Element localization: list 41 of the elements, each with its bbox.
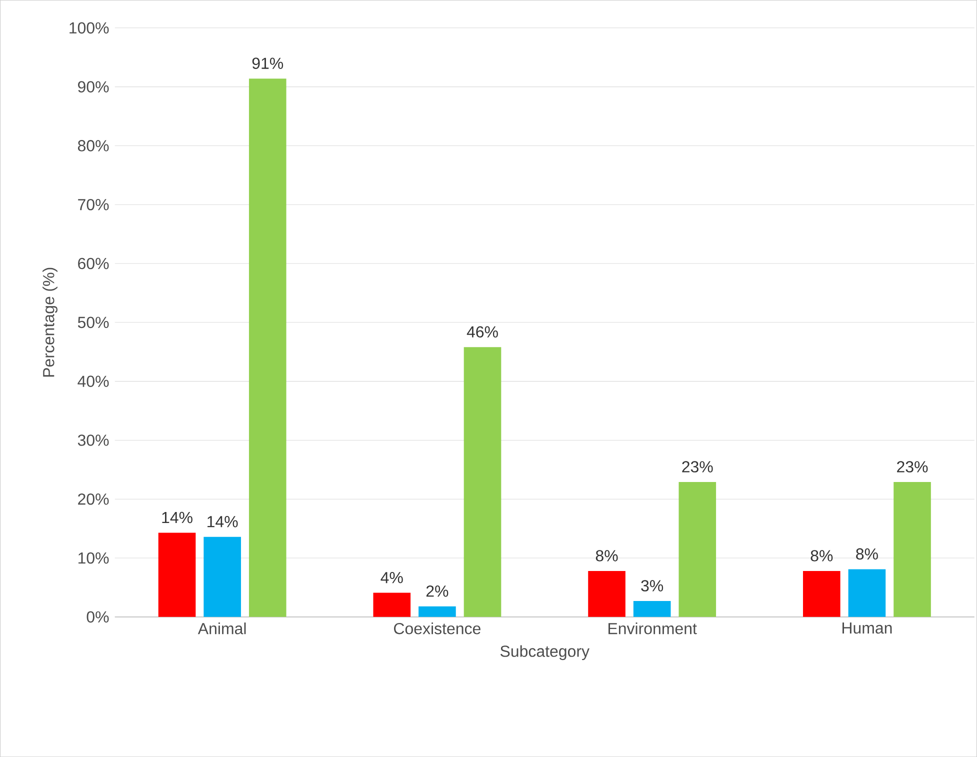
y-tick-label: 60% xyxy=(78,258,109,270)
bar xyxy=(678,482,716,617)
y-tick-label: 100% xyxy=(70,22,109,34)
y-tick-label: 10% xyxy=(78,552,109,564)
data-label: 8% xyxy=(596,550,618,562)
y-tick-label: 80% xyxy=(78,140,109,152)
data-label: 46% xyxy=(466,326,498,338)
y-tick-label: 40% xyxy=(78,376,109,387)
data-label: 14% xyxy=(208,516,238,528)
bar xyxy=(204,536,241,617)
data-label: 3% xyxy=(641,580,664,592)
bar xyxy=(158,532,196,617)
x-tick-label: Animal xyxy=(198,622,246,634)
x-tick-label: Human xyxy=(842,622,892,634)
bar xyxy=(633,600,671,617)
data-label: 8% xyxy=(810,550,833,562)
bar xyxy=(418,606,456,617)
data-label: 2% xyxy=(426,585,448,597)
y-tick-label: 0% xyxy=(86,611,109,623)
data-label: 91% xyxy=(252,58,284,69)
data-label: 23% xyxy=(897,461,928,472)
data-label: 14% xyxy=(162,512,192,524)
bar xyxy=(802,570,840,617)
bar xyxy=(894,482,931,617)
bar xyxy=(373,592,411,617)
x-tick-label: Environment xyxy=(608,622,697,634)
bar xyxy=(464,347,502,617)
x-axis-title: Subcategory xyxy=(500,645,590,660)
y-tick-label: 20% xyxy=(78,493,109,505)
bar xyxy=(848,569,886,617)
data-label: 8% xyxy=(856,548,878,560)
y-tick-label: 90% xyxy=(78,81,109,92)
x-tick-label: Coexistence xyxy=(394,622,480,634)
y-tick-label: 50% xyxy=(78,316,109,328)
y-tick-label: 30% xyxy=(78,434,109,446)
bar xyxy=(588,570,626,617)
data-label: 4% xyxy=(380,572,403,584)
bar xyxy=(248,78,286,617)
data-label: 23% xyxy=(682,461,713,472)
y-tick-label: 70% xyxy=(78,198,109,210)
y-axis-title: Percentage (%) xyxy=(42,268,58,377)
